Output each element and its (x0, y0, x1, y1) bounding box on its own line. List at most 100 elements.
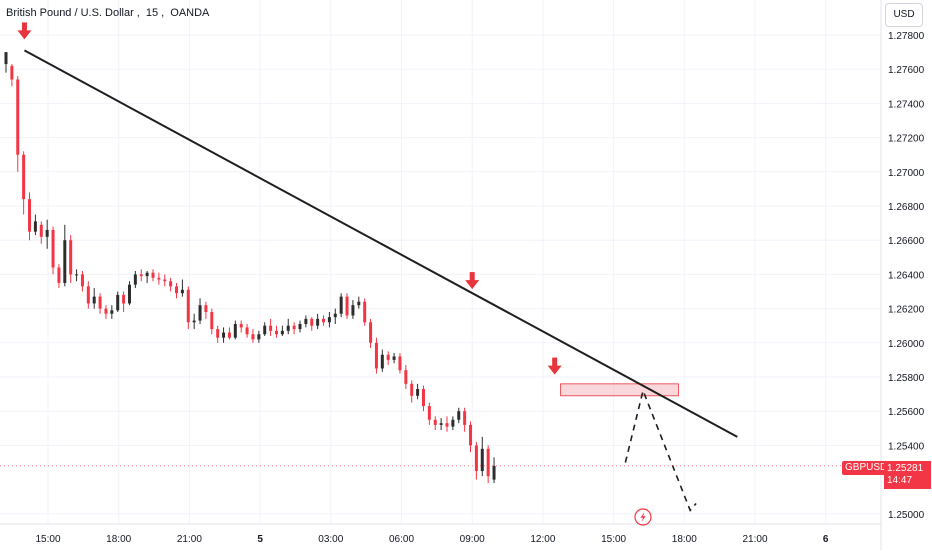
candle-body (51, 229, 55, 268)
candle-body (251, 334, 255, 340)
candle-body (410, 383, 414, 396)
y-tick-label: 1.26800 (888, 202, 925, 213)
candle-body (274, 330, 278, 335)
candle-body (28, 199, 32, 232)
candle-body (463, 411, 467, 425)
candle-body (63, 240, 67, 283)
candle-body (180, 289, 184, 294)
candle-body (169, 281, 173, 287)
last-price-label: 1.25281 14:47 (884, 461, 931, 489)
y-tick-label: 1.26600 (888, 236, 925, 247)
candle-body (45, 229, 49, 237)
candle-body (98, 296, 102, 309)
y-tick-label: 1.25400 (888, 441, 925, 452)
candle-body (374, 342, 378, 369)
candle-body (333, 313, 337, 318)
axes: 1.27800 1.27600 1.27400 1.27200 1.27000 1.268… (35, 31, 924, 545)
bar-countdown: 14:47 (887, 475, 913, 486)
candle-body (298, 323, 302, 330)
candle-body (445, 423, 449, 427)
candle-body (257, 334, 261, 340)
candle-body (133, 274, 137, 285)
candle-body (116, 294, 120, 311)
drawings (0, 22, 881, 512)
candle-body (75, 274, 79, 276)
x-tick-label: 09:00 (460, 534, 485, 545)
candle-body (286, 325, 290, 331)
candle-body (222, 332, 226, 338)
candle-body (139, 274, 143, 277)
resistance-zone-layer (560, 383, 679, 397)
candle-body (398, 356, 402, 371)
candle-body (57, 267, 61, 283)
candle-body (163, 279, 167, 282)
x-tick-label: 6 (823, 534, 829, 545)
candle-body (227, 332, 231, 338)
y-tick-label: 1.26000 (888, 339, 925, 350)
x-tick-label: 18:00 (672, 534, 697, 545)
candle-body (210, 312, 214, 330)
candle-body (339, 296, 343, 314)
candle-body (369, 322, 373, 343)
candle-body (86, 286, 90, 304)
candle-body (451, 419, 455, 427)
candles (4, 52, 496, 484)
x-tick-label: 21:00 (177, 534, 202, 545)
candle-body (22, 154, 26, 200)
candle-body (322, 318, 326, 323)
x-tick-label: 21:00 (742, 534, 767, 545)
candle-body (175, 286, 179, 294)
candle-body (110, 310, 114, 314)
currency-button[interactable]: USD (885, 3, 923, 27)
candle-body (198, 305, 202, 321)
symbol-header: British Pound / U.S. Dollar, 15, OANDA (6, 7, 210, 19)
candle-body (469, 424, 473, 446)
y-tick-label: 1.26200 (888, 305, 925, 316)
candle-body (151, 272, 155, 278)
resistance-zone (560, 383, 679, 397)
candle-body (80, 274, 84, 287)
candle-body (186, 289, 190, 323)
y-tick-label: 1.25800 (888, 373, 925, 384)
last-price-value: 1.25281 (887, 463, 924, 474)
x-tick-label: 15:00 (35, 534, 60, 545)
grid (0, 0, 881, 524)
candle-body (351, 305, 355, 316)
symbol-price-label: GBPUSD (842, 461, 891, 475)
y-tick-label: 1.25000 (888, 510, 925, 521)
symbol-name: British Pound / U.S. Dollar (6, 7, 134, 19)
sell-signal-arrow-icon (17, 22, 32, 40)
candle-body (404, 370, 408, 384)
candle-body (33, 221, 37, 232)
candle-body (233, 323, 237, 338)
candle-body (69, 240, 73, 275)
y-tick-label: 1.27800 (888, 31, 925, 42)
candle-body (104, 308, 108, 314)
candle-body (192, 320, 196, 323)
x-tick-label: 03:00 (318, 534, 343, 545)
candle-body (304, 318, 308, 324)
candle-body (474, 445, 478, 472)
y-tick-label: 1.27600 (888, 65, 925, 76)
x-tick-label: 5 (257, 534, 263, 545)
candle-body (292, 325, 296, 330)
candle-body (10, 65, 14, 80)
candle-body (280, 330, 284, 335)
candle-body (269, 325, 273, 331)
interval-label: 15 (145, 7, 159, 19)
candle-body (439, 423, 443, 425)
trendline (23, 49, 738, 438)
candle-body (145, 272, 149, 277)
candle-body (16, 79, 20, 155)
candle-body (4, 52, 8, 65)
y-tick-label: 1.27200 (888, 134, 925, 145)
candle-body (480, 448, 484, 472)
candle-body (92, 296, 96, 304)
candle-body (216, 329, 220, 338)
lightning-icon[interactable] (634, 508, 652, 526)
candle-body (363, 301, 367, 323)
sell-signal-arrow-icon (547, 357, 562, 375)
candle-body (127, 284, 131, 304)
